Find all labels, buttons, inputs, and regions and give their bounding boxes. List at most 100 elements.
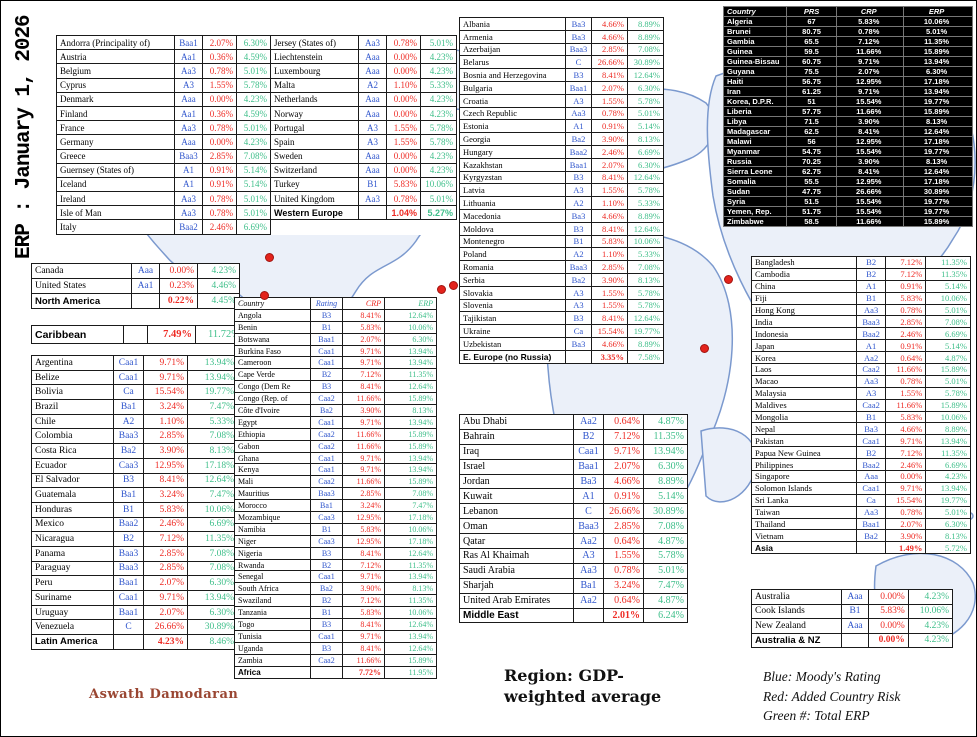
cell: 5.83% <box>867 603 909 619</box>
cell: Kazakhstan <box>459 157 566 172</box>
cell: 3.90% <box>342 404 385 417</box>
table-row: Côte d'Ivoire Ba2 3.90% 8.13% <box>234 404 437 417</box>
cell: 2.85% <box>884 315 927 329</box>
table-row: Mongolia B1 5.83% 10.06% <box>750 410 971 424</box>
cell: 5.83% <box>884 291 927 305</box>
risk-marker-dot <box>449 281 458 290</box>
cell: 0.23% <box>159 278 198 294</box>
cell: Ca <box>565 324 592 338</box>
cell: 5.01% <box>925 303 971 317</box>
cell: 19.77% <box>903 196 973 207</box>
cell: Brunei <box>723 26 787 37</box>
cell: Middle East <box>459 607 574 624</box>
cell: Mexico <box>31 516 114 533</box>
cell: 1.55% <box>202 77 237 93</box>
cell: 5.83% <box>342 606 385 620</box>
cell: 2.46% <box>143 516 188 533</box>
table-row: Somalia 55.5 12.95% 17.18% <box>723 176 973 187</box>
cell: A3 <box>856 386 886 400</box>
cell <box>358 205 387 221</box>
cell: 1.55% <box>386 120 421 136</box>
cell: Nicaragua <box>31 531 114 547</box>
cell: Mozambique <box>234 511 311 524</box>
table-row: Congo (Rep. of Caa2 11.66% 15.89% <box>234 392 437 406</box>
table-row: Malaysia A3 1.55% 5.78% <box>750 386 971 400</box>
cell: 10.06% <box>925 410 971 424</box>
cell: Iraq <box>459 443 574 460</box>
cell: Ba2 <box>856 529 886 543</box>
cell: 2.07% <box>836 66 905 77</box>
cell: 19.77% <box>903 206 973 217</box>
cell <box>131 293 160 309</box>
cell: Aaa <box>841 618 869 634</box>
cell: 8.89% <box>643 473 688 490</box>
cell: 3.90% <box>591 132 628 146</box>
cell: Baa1 <box>310 332 343 346</box>
cell: 7.47% <box>187 399 238 415</box>
cell: 12.95% <box>143 457 188 474</box>
cell: 6.30% <box>187 604 238 621</box>
cell: Western Europe <box>270 205 359 221</box>
summary-row: Africa 7.72% 11.95% <box>234 665 437 679</box>
cell: 11.66% <box>884 363 927 376</box>
cell: 12.95% <box>342 534 385 548</box>
cell: 15.89% <box>384 653 437 667</box>
cell: 5.01% <box>925 505 971 519</box>
table-row: Australia Aaa 0.00% 4.23% <box>750 589 954 605</box>
cell: 7.47% <box>187 487 238 503</box>
table-row: Georgia Ba2 3.90% 8.13% <box>459 132 664 146</box>
cell: 10.06% <box>627 234 664 249</box>
cell: Honduras <box>31 501 114 518</box>
cell: 0.78% <box>884 505 927 519</box>
cell: 6.69% <box>236 219 271 235</box>
table-row: Finland Aa1 0.36% 4.59% Norway Aaa 0.00% 4.23% <box>56 105 457 122</box>
table-row: Guatemala Ba1 3.24% 7.47% <box>31 487 238 503</box>
cell: Georgia <box>459 132 566 146</box>
cell: Latin America <box>31 634 114 650</box>
cell: 5.27% <box>420 205 457 221</box>
cell: Nigeria <box>234 546 311 560</box>
cell: 9.71% <box>342 629 385 643</box>
cell: 11.35% <box>384 594 437 608</box>
cell: 2.85% <box>342 487 385 501</box>
table-row: Vietnam Ba2 3.90% 8.13% <box>750 529 971 543</box>
cell: Aaa <box>358 91 387 107</box>
cell: Africa <box>234 665 311 679</box>
cell: 8.89% <box>627 336 664 351</box>
table-row: Malawi 56 12.95% 17.18% <box>723 136 973 147</box>
column-header: ERP <box>903 6 973 17</box>
cell: Morocco <box>234 499 311 513</box>
cell: 71.5 <box>785 116 838 127</box>
cell: Thailand <box>750 517 858 531</box>
cell: 2.07% <box>591 80 628 95</box>
cell: 5.01% <box>420 191 457 207</box>
cell: 2.85% <box>143 545 188 562</box>
cell: 5.01% <box>236 63 271 79</box>
table-row: Nigeria B3 8.41% 12.64% <box>234 546 437 560</box>
cell <box>856 541 886 555</box>
cell: B2 <box>310 594 343 608</box>
cell: Myanmar <box>723 146 787 157</box>
cell: B3 <box>310 308 343 322</box>
cell: 5.14% <box>627 119 664 134</box>
cell: Baa3 <box>565 42 592 57</box>
table-row: Bahrain B2 7.12% 11.35% <box>459 428 688 445</box>
cell: Caa3 <box>113 457 144 474</box>
cell: 8.13% <box>384 582 437 596</box>
cell: Aaa <box>358 148 387 164</box>
cell: 7.08% <box>627 42 664 57</box>
cell: 5.83% <box>342 320 385 334</box>
cell: United Kingdom <box>270 191 359 207</box>
table-row: Panama Baa3 2.85% 7.08% <box>31 545 238 562</box>
table-row: Brunei 80.75 0.78% 5.01% <box>723 26 973 37</box>
cell: 4.23% <box>925 470 971 483</box>
cell: B2 <box>856 446 886 460</box>
cell: Aaa <box>358 49 387 65</box>
cell: Oman <box>459 518 574 535</box>
table-row: India Baa3 2.85% 7.08% <box>750 315 971 329</box>
cell: 17.18% <box>903 176 973 187</box>
cell: Asia <box>750 541 858 555</box>
table-row: Ras Al Khaimah A3 1.55% 5.78% <box>459 548 688 564</box>
cell: 15.89% <box>384 439 437 453</box>
cell: 5.14% <box>925 339 971 353</box>
